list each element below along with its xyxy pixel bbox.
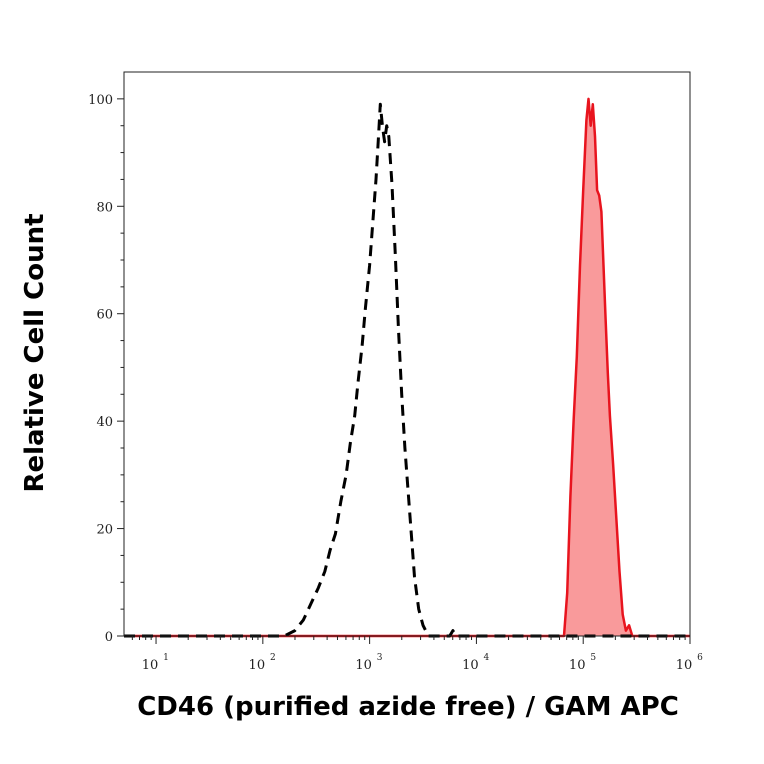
series-1-fill [124, 98, 690, 636]
x-tick-label: 10 [569, 658, 586, 673]
y-tick-label: 40 [96, 415, 113, 430]
x-tick-exponent: 4 [484, 653, 490, 663]
series-1-line [124, 97, 690, 638]
series-0-line [124, 102, 690, 638]
y-tick-label: 80 [96, 200, 113, 215]
x-tick-label: 10 [355, 658, 372, 673]
y-axis-title: Relative Cell Count [20, 213, 50, 492]
x-tick-exponent: 3 [377, 653, 383, 663]
x-tick-label: 10 [142, 658, 159, 673]
x-tick-label: 10 [249, 658, 266, 673]
x-tick-exponent: 5 [590, 653, 596, 663]
y-tick-label: 20 [96, 523, 113, 538]
x-axis-ticks: 10 1 10 2 10 3 10 4 10 5 10 6 [131, 636, 703, 673]
plot-frame [123, 71, 691, 637]
series-layer [124, 97, 690, 638]
x-tick-label: 10 [676, 658, 693, 673]
x-tick-exponent: 2 [270, 653, 276, 663]
x-tick-label: 10 [462, 658, 479, 673]
x-tick-exponent: 6 [697, 653, 703, 663]
x-axis-title: CD46 (purified azide free) / GAM APC [137, 692, 679, 722]
x-tick-exponent: 1 [163, 653, 169, 663]
y-tick-label: 0 [105, 630, 113, 645]
y-tick-label: 100 [88, 93, 113, 108]
y-tick-label: 60 [96, 308, 113, 323]
y-axis-ticks: 0 20 40 60 80 100 [88, 93, 124, 645]
